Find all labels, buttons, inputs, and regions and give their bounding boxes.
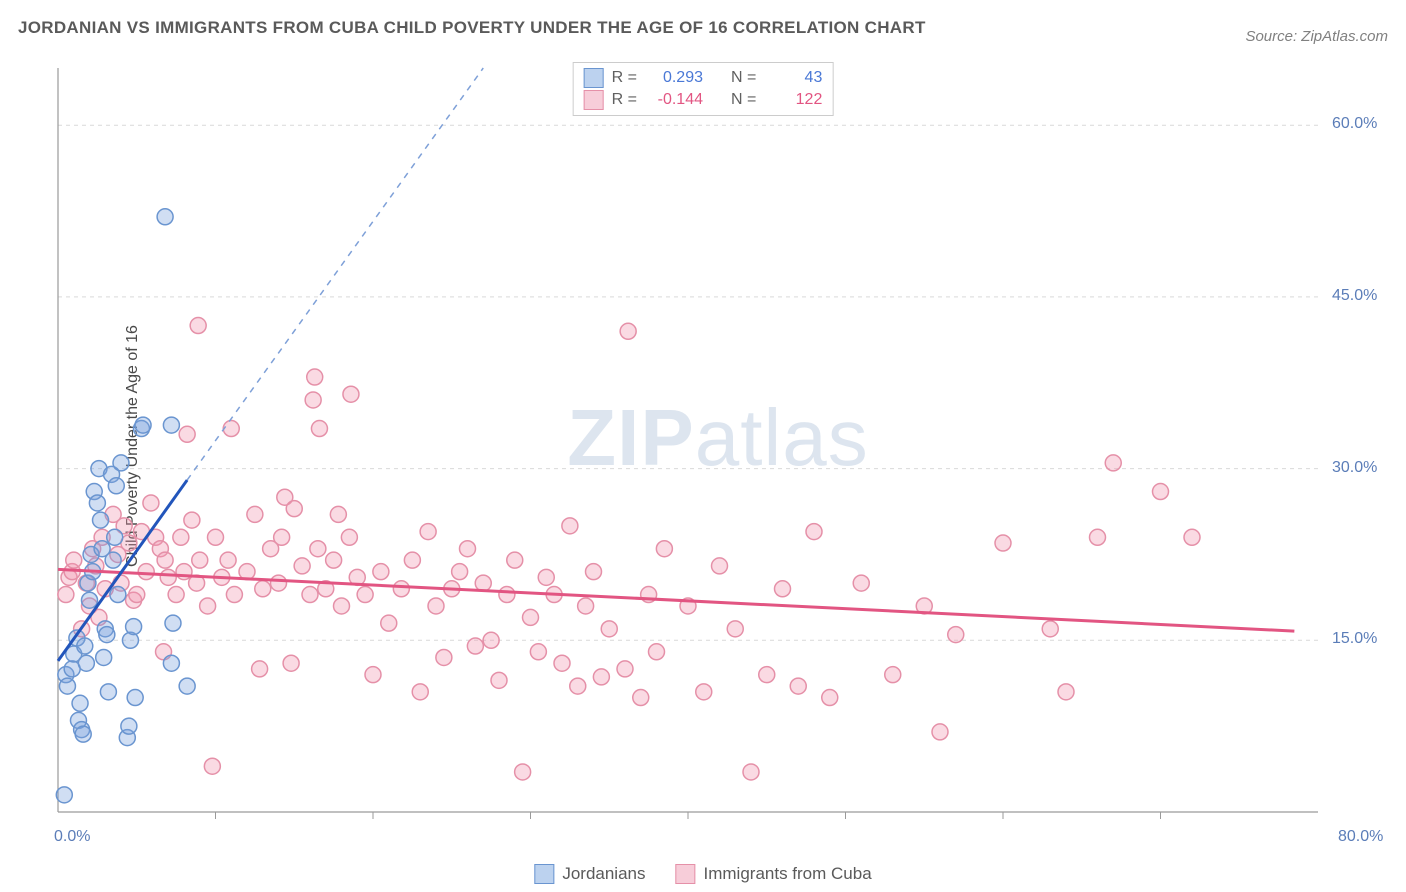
legend-label-series1: Jordanians <box>562 864 645 884</box>
swatch-series2 <box>584 90 604 110</box>
y-tick-45: 45.0% <box>1332 287 1377 305</box>
n-label: N = <box>731 69 756 87</box>
n-label: N = <box>731 91 756 109</box>
n-value-series2: 122 <box>764 91 822 109</box>
r-value-series1: 0.293 <box>645 69 703 87</box>
swatch-series1 <box>584 68 604 88</box>
x-tick-0: 0.0% <box>54 828 90 846</box>
stats-row-series1: R = 0.293 N = 43 <box>584 67 823 89</box>
y-tick-15: 15.0% <box>1332 630 1377 648</box>
correlation-stats-legend: R = 0.293 N = 43 R = -0.144 N = 122 <box>573 62 834 116</box>
chart-title: JORDANIAN VS IMMIGRANTS FROM CUBA CHILD … <box>18 18 926 38</box>
y-tick-60: 60.0% <box>1332 115 1377 133</box>
r-label: R = <box>612 69 637 87</box>
x-tick-max: 80.0% <box>1338 828 1383 846</box>
legend-label-series2: Immigrants from Cuba <box>704 864 872 884</box>
n-value-series1: 43 <box>764 69 822 87</box>
legend-item-series2: Immigrants from Cuba <box>676 864 872 884</box>
legend-item-series1: Jordanians <box>534 864 645 884</box>
series-legend: Jordanians Immigrants from Cuba <box>534 864 871 884</box>
chart-area: ZIPatlas <box>48 60 1388 848</box>
scatter-chart-svg <box>48 60 1388 848</box>
stats-row-series2: R = -0.144 N = 122 <box>584 89 823 111</box>
legend-swatch-series1 <box>534 864 554 884</box>
y-tick-30: 30.0% <box>1332 459 1377 477</box>
r-label: R = <box>612 91 637 109</box>
r-value-series2: -0.144 <box>645 91 703 109</box>
source-attribution: Source: ZipAtlas.com <box>1245 28 1388 45</box>
legend-swatch-series2 <box>676 864 696 884</box>
